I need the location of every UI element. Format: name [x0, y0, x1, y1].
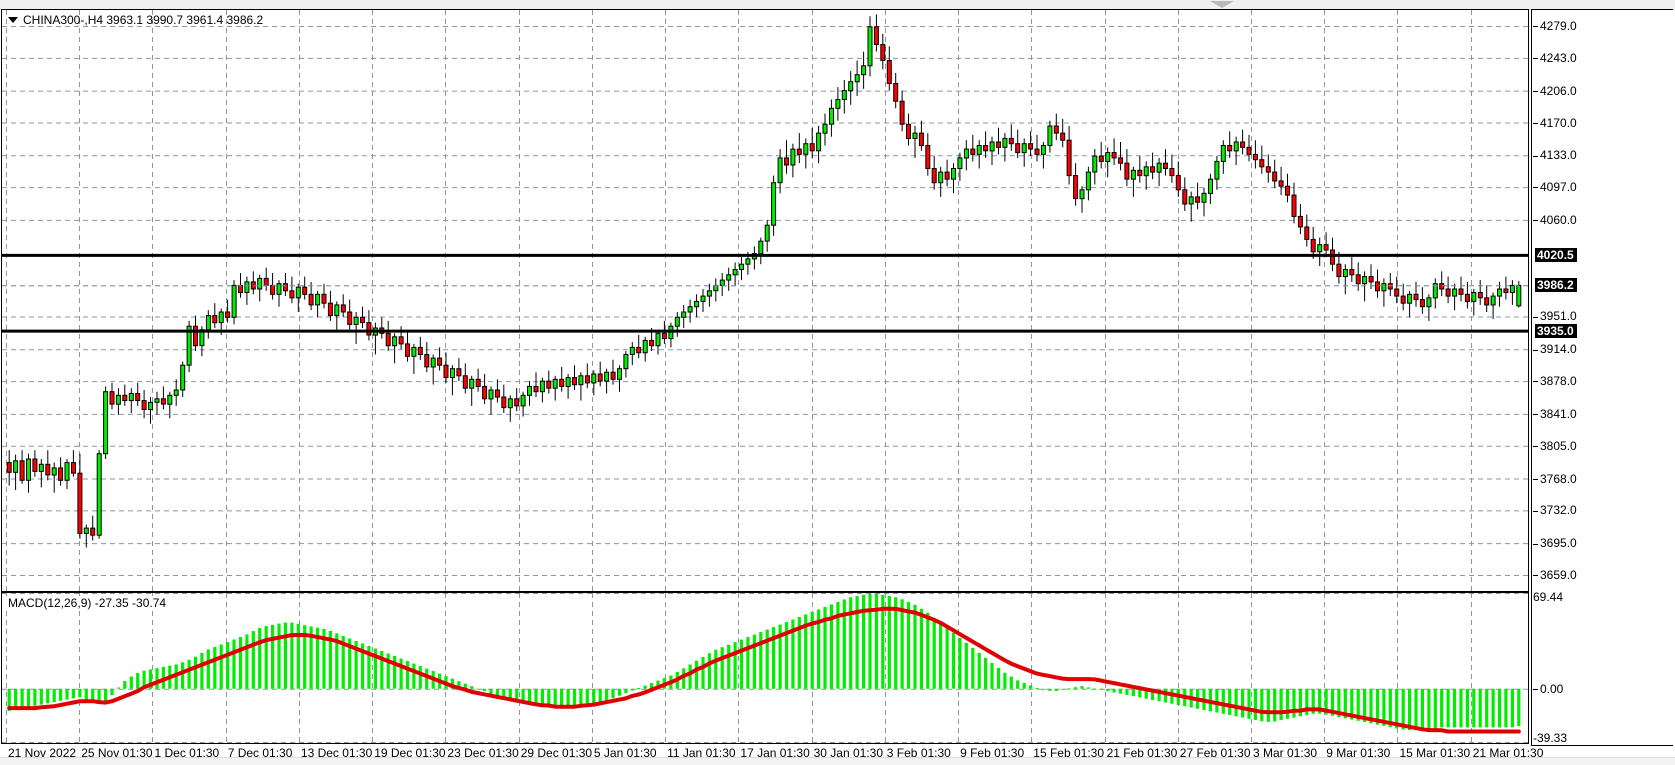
- price-level-label: 4020.5: [1535, 247, 1577, 262]
- price-tick: 4243.0: [1533, 52, 1577, 64]
- candlestick-plot: [2, 10, 1528, 591]
- time-tick: 11 Jan 01:30: [667, 746, 736, 760]
- pane-separator: [2, 591, 1528, 593]
- price-tick: 3659.0: [1533, 569, 1577, 581]
- price-level-label: 3935.0: [1535, 323, 1577, 338]
- price-tick: 4133.0: [1533, 149, 1577, 161]
- time-tick: 17 Jan 01:30: [740, 746, 810, 760]
- price-pane[interactable]: [2, 10, 1528, 591]
- time-tick: 23 Dec 01:30: [447, 746, 519, 760]
- time-tick: 25 Nov 01:30: [81, 746, 153, 760]
- price-tick: 3841.0: [1533, 408, 1577, 420]
- time-tick: 7 Dec 01:30: [227, 746, 293, 760]
- price-tick: 3914.0: [1533, 343, 1577, 355]
- scrollbar-thumb[interactable]: [1210, 1, 1234, 8]
- time-tick: 19 Dec 01:30: [374, 746, 446, 760]
- macd-indicator-label: MACD(12,26,9) -27.35 -30.74: [6, 596, 169, 610]
- time-tick: 5 Jan 01:30: [593, 746, 657, 760]
- time-tick: 3 Mar 01:30: [1253, 746, 1318, 760]
- symbol-quote-label: CHINA300-,H4 3963.1 3990.7 3961.4 3986.2: [23, 13, 264, 27]
- time-tick: 15 Mar 01:30: [1399, 746, 1471, 760]
- macd-pane[interactable]: [2, 593, 1528, 743]
- scale-axis-line: [1531, 10, 1532, 745]
- price-tick: 4206.0: [1533, 85, 1577, 97]
- price-tick: 4279.0: [1533, 20, 1577, 32]
- price-tick: 3951.0: [1533, 310, 1577, 322]
- price-tick: 3732.0: [1533, 504, 1577, 516]
- price-tick: 3878.0: [1533, 375, 1577, 387]
- time-tick: 29 Dec 01:30: [520, 746, 593, 760]
- time-tick: 21 Nov 2022: [8, 746, 77, 760]
- bottom-strip: [0, 757, 1675, 765]
- price-tick: 4060.0: [1533, 214, 1577, 226]
- price-tick: 4097.0: [1533, 181, 1577, 193]
- last-price-label: 3986.2: [1535, 278, 1577, 293]
- time-tick: 13 Dec 01:30: [300, 746, 373, 760]
- time-tick: 3 Feb 01:30: [886, 746, 951, 760]
- time-tick: 9 Feb 01:30: [960, 746, 1025, 760]
- chart-frame[interactable]: [1, 9, 1529, 744]
- time-tick: 21 Feb 01:30: [1106, 746, 1178, 760]
- time-tick: 9 Mar 01:30: [1326, 746, 1391, 760]
- time-tick: 1 Dec 01:30: [154, 746, 220, 760]
- symbol-header[interactable]: CHINA300-,H4 3963.1 3990.7 3961.4 3986.2: [8, 13, 263, 27]
- price-tick: 3768.0: [1533, 473, 1577, 485]
- price-scale[interactable]: 4279.0 4243.0 4206.0 4170.0 4133.0 4097.0 4060…: [1531, 9, 1673, 746]
- time-tick: 15 Feb 01:30: [1033, 746, 1105, 760]
- macd-tick: -39.33: [1533, 731, 1568, 745]
- time-tick: 27 Feb 01:30: [1179, 746, 1251, 760]
- chevron-down-icon[interactable]: [8, 17, 18, 23]
- price-tick: 4170.0: [1533, 117, 1577, 129]
- macd-tick: 69.44: [1533, 590, 1564, 604]
- time-tick: 30 Jan 01:30: [813, 746, 883, 760]
- macd-plot: [2, 593, 1528, 743]
- macd-tick: 0.00: [1533, 683, 1563, 695]
- time-tick: 21 Mar 01:30: [1472, 746, 1544, 760]
- price-tick: 3695.0: [1533, 537, 1577, 549]
- price-tick: 3805.0: [1533, 440, 1577, 452]
